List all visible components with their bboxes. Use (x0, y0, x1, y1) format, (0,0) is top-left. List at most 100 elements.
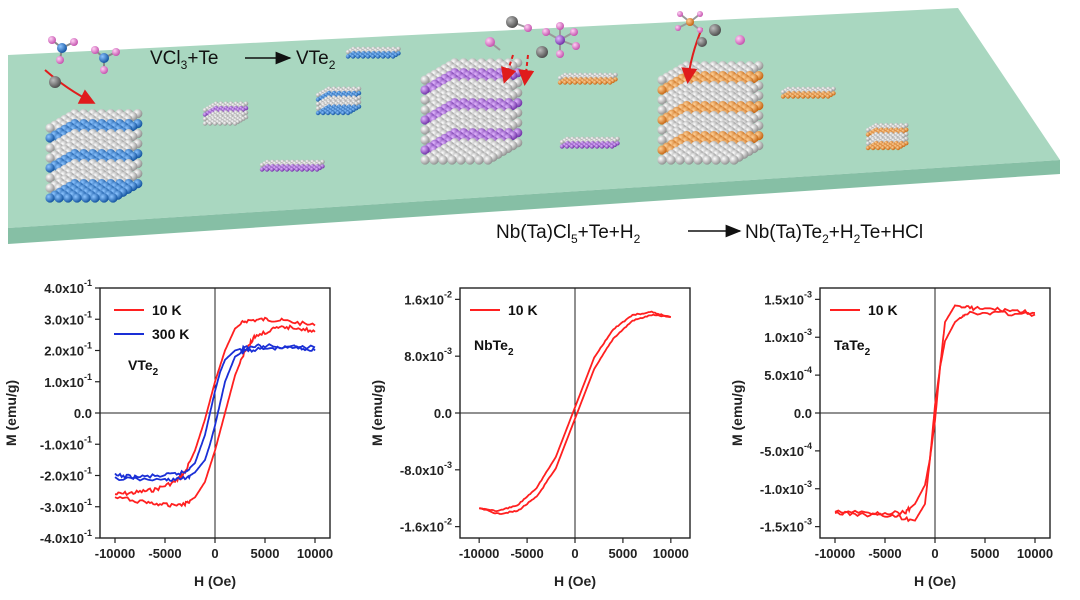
metal-atom (572, 80, 578, 85)
metal-atom (355, 54, 361, 59)
metal-atom (63, 193, 73, 203)
metal-atom (785, 94, 791, 99)
x-tick-label: -5000 (510, 546, 543, 561)
metal-atom (559, 144, 565, 149)
metal-atom (385, 54, 391, 59)
te-atom (45, 173, 55, 183)
substrate-side (8, 160, 1060, 244)
y-axis-label: M (emu/g) (369, 380, 385, 446)
metal-atom (299, 167, 305, 172)
te-atom (420, 75, 430, 85)
x-axis-label: H (Oe) (914, 573, 956, 589)
equation-vte2-product: VTe2 (296, 48, 336, 72)
x-tick-label: -5000 (868, 546, 901, 561)
x-tick-label: 5000 (251, 546, 280, 561)
metal-atom (45, 193, 55, 203)
sample-label: NbTe2 (474, 337, 514, 358)
metal-atom (264, 167, 270, 172)
te-atom (420, 155, 430, 165)
x-tick-label: 10000 (297, 546, 333, 561)
metal-atom (582, 80, 588, 85)
te-atom (420, 135, 430, 145)
te-atom (45, 183, 55, 193)
metal-atom (579, 144, 585, 149)
te-atom (315, 101, 321, 107)
y-tick-label: 1.0x10-3 (764, 327, 812, 345)
te-atom (559, 139, 565, 145)
y-tick-label: -5.0x10-4 (760, 441, 812, 459)
y-tick-label: -8.0x10-3 (400, 460, 452, 478)
metal-atom (365, 54, 371, 59)
nbte2-bulk-crystal (420, 58, 523, 165)
metal-atom (325, 110, 331, 116)
te-atom (315, 92, 321, 98)
te-atom (474, 155, 484, 165)
metal-atom (597, 80, 603, 85)
metal-atom (360, 54, 366, 59)
te-atom (675, 155, 685, 165)
te-atom-small (49, 76, 61, 88)
te-atom (227, 121, 233, 126)
metal-atom (420, 115, 430, 125)
metal-atom (390, 54, 396, 59)
metal-atom (294, 167, 300, 172)
metal-atom (315, 110, 321, 116)
metal-atom (345, 54, 351, 59)
metal-atom (577, 80, 583, 85)
metal-atom (895, 145, 901, 151)
te-atom (429, 155, 439, 165)
metal-atom (820, 94, 826, 99)
series-line-10K-branch-up (114, 316, 316, 497)
metal-atom (72, 193, 82, 203)
metal-atom (865, 145, 871, 151)
te-atom (345, 49, 351, 55)
te-atom (202, 121, 208, 126)
metal-atom (90, 193, 100, 203)
te-atom (456, 155, 466, 165)
te-atom (666, 155, 676, 165)
x-tick-label: -10000 (459, 546, 499, 561)
metal-atom (99, 193, 109, 203)
series-line-10K-branch-down (834, 310, 1036, 523)
metal-atom (309, 167, 315, 172)
metal-atom (284, 167, 290, 172)
te-atom (465, 155, 475, 165)
te-atom (315, 106, 321, 111)
metal-atom (380, 54, 386, 59)
te-atom (447, 155, 457, 165)
vcl3-molecule-2 (91, 46, 120, 74)
substrate-top (8, 8, 1060, 228)
legend-label: 10 K (152, 302, 182, 318)
x-tick-label: 0 (931, 546, 938, 561)
y-tick-label: 0.0 (74, 406, 92, 421)
y-tick-label: 5.0x10-4 (764, 365, 812, 383)
equation-nbta-right: Nb(Ta)Te2+H2Te+HCl (745, 222, 923, 246)
vte2-flake-2 (315, 86, 362, 116)
metal-atom (304, 167, 310, 172)
te-atom (657, 105, 667, 115)
metal-atom (330, 110, 336, 116)
metal-atom (587, 80, 593, 85)
y-tick-label: -2.0x10-1 (40, 466, 92, 484)
metal-atom (589, 144, 595, 149)
te-atom (720, 155, 730, 165)
te-atom (45, 153, 55, 163)
metal-atom (607, 80, 613, 85)
reaction-arrow-vte2 (44, 69, 96, 104)
metal-atom (890, 145, 896, 151)
y-tick-label: 1.5x10-3 (764, 289, 812, 307)
te-atom (711, 155, 721, 165)
vcl3-molecule-1 (48, 36, 78, 64)
metal-atom (269, 167, 275, 172)
y-axis-label: M (emu/g) (3, 380, 19, 446)
metal-atom (810, 94, 816, 99)
y-tick-label: -1.5x10-3 (760, 517, 812, 535)
metal-atom (320, 110, 326, 116)
metal-atom (54, 193, 64, 203)
te-atom (657, 135, 667, 145)
te-atom (202, 116, 208, 122)
metal-atom (599, 144, 605, 149)
metal-atom (602, 80, 608, 85)
legend-label: 10 K (508, 302, 538, 318)
synthesis-schematic: VCl3+Te VTe2 Nb(Ta)Cl5+Te+H2 Nb(Ta)Te2+H… (8, 8, 1060, 246)
